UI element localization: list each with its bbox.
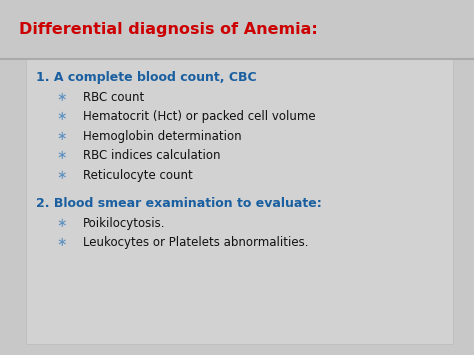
Text: 2. Blood smear examination to evaluate:: 2. Blood smear examination to evaluate: xyxy=(36,197,321,210)
Text: Reticulocyte count: Reticulocyte count xyxy=(83,169,193,182)
Text: ∗: ∗ xyxy=(57,149,67,162)
Text: RBC count: RBC count xyxy=(83,91,144,104)
Text: ∗: ∗ xyxy=(57,169,67,182)
Text: Hematocrit (Hct) or packed cell volume: Hematocrit (Hct) or packed cell volume xyxy=(83,110,316,123)
Text: 1. A complete blood count, CBC: 1. A complete blood count, CBC xyxy=(36,71,256,84)
Text: RBC indices calculation: RBC indices calculation xyxy=(83,149,220,162)
Text: Hemoglobin determination: Hemoglobin determination xyxy=(83,130,242,143)
Text: ∗: ∗ xyxy=(57,130,67,143)
Text: Leukocytes or Platelets abnormalities.: Leukocytes or Platelets abnormalities. xyxy=(83,236,309,249)
Text: ∗: ∗ xyxy=(57,110,67,123)
Text: ∗: ∗ xyxy=(57,91,67,104)
Text: Poikilocytosis.: Poikilocytosis. xyxy=(83,217,165,230)
Text: Differential diagnosis of Anemia:: Differential diagnosis of Anemia: xyxy=(19,22,318,37)
Text: ∗: ∗ xyxy=(57,236,67,249)
Text: ∗: ∗ xyxy=(57,217,67,230)
